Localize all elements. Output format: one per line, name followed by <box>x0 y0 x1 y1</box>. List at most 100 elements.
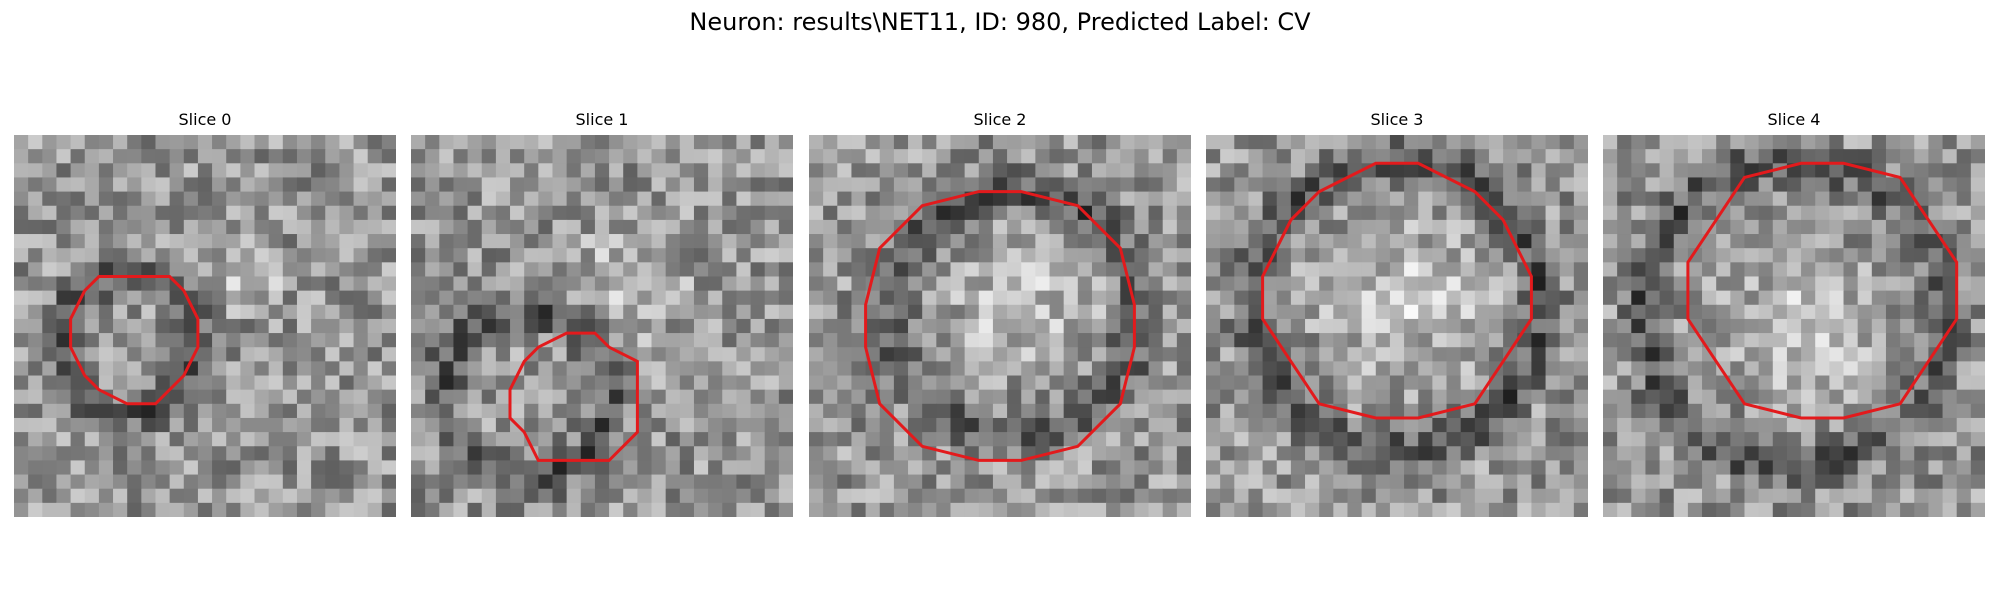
image-pixel <box>155 219 171 235</box>
image-pixel <box>56 177 72 193</box>
image-pixel <box>1148 177 1164 193</box>
image-pixel <box>1474 460 1490 476</box>
image-pixel <box>1474 502 1490 517</box>
image-pixel <box>1673 389 1689 405</box>
image-pixel <box>1829 262 1845 278</box>
image-pixel <box>1333 417 1349 433</box>
image-pixel <box>28 474 43 490</box>
image-pixel <box>992 262 1008 278</box>
image-pixel <box>311 488 326 504</box>
image-pixel <box>809 432 824 447</box>
image-pixel <box>325 460 341 476</box>
image-pixel <box>1319 375 1334 391</box>
image-pixel <box>467 290 483 306</box>
image-pixel <box>1857 417 1873 433</box>
image-pixel <box>1375 276 1391 292</box>
image-pixel <box>197 276 213 292</box>
image-pixel <box>1673 488 1689 504</box>
image-pixel <box>1007 135 1022 150</box>
image-pixel <box>1730 403 1746 419</box>
image-pixel <box>1404 205 1419 221</box>
image-pixel <box>367 219 383 235</box>
image-pixel <box>240 248 256 263</box>
image-pixel <box>665 474 681 490</box>
image-pixel <box>1049 248 1065 263</box>
image-pixel <box>1801 248 1816 263</box>
image-pixel <box>1871 262 1887 278</box>
image-pixel <box>609 262 624 278</box>
image-pixel <box>964 205 980 221</box>
image-pixel <box>1559 304 1575 320</box>
image-pixel <box>169 417 185 433</box>
image-pixel <box>1134 304 1150 320</box>
image-pixel <box>524 290 539 306</box>
image-pixel <box>1772 432 1788 447</box>
image-pixel <box>764 502 780 517</box>
image-pixel <box>226 333 241 348</box>
image-pixel <box>98 219 114 235</box>
image-pixel <box>1900 304 1915 320</box>
image-pixel <box>1730 502 1746 517</box>
image-pixel <box>893 135 909 150</box>
image-pixel <box>425 333 440 348</box>
image-pixel <box>1404 318 1419 334</box>
image-pixel <box>1049 389 1065 405</box>
image-pixel <box>524 304 539 320</box>
image-pixel <box>1942 375 1958 391</box>
image-pixel <box>98 446 114 462</box>
image-pixel <box>538 290 554 306</box>
image-pixel <box>495 361 511 377</box>
image-pixel <box>809 234 824 249</box>
image-pixel <box>70 234 86 249</box>
image-pixel <box>127 191 142 207</box>
image-pixel <box>155 163 171 179</box>
image-pixel <box>693 149 709 164</box>
image-pixel <box>42 347 58 362</box>
image-pixel <box>439 191 455 207</box>
image-pixel <box>1248 262 1264 278</box>
image-pixel <box>1007 304 1022 320</box>
image-pixel <box>1617 276 1632 292</box>
image-pixel <box>1531 163 1547 179</box>
image-pixel <box>1956 403 1972 419</box>
image-pixel <box>908 502 923 517</box>
image-pixel <box>425 347 440 362</box>
image-pixel <box>1305 403 1320 419</box>
image-pixel <box>1262 163 1278 179</box>
image-pixel <box>353 474 369 490</box>
image-pixel <box>481 248 497 263</box>
image-pixel <box>1389 403 1405 419</box>
image-pixel <box>226 417 241 433</box>
image-pixel <box>439 219 455 235</box>
image-pixel <box>1220 446 1235 462</box>
image-pixel <box>1460 488 1476 504</box>
image-pixel <box>908 234 923 249</box>
image-pixel <box>1077 234 1093 249</box>
image-pixel <box>1702 389 1717 405</box>
image-pixel <box>1432 290 1448 306</box>
image-pixel <box>453 205 469 221</box>
image-pixel <box>1503 474 1518 490</box>
image-pixel <box>282 219 298 235</box>
image-pixel <box>1730 276 1746 292</box>
image-pixel <box>809 460 824 476</box>
image-pixel <box>311 502 326 517</box>
image-pixel <box>865 205 881 221</box>
image-pixel <box>1290 333 1306 348</box>
image-pixel <box>1857 460 1873 476</box>
image-pixel <box>70 318 86 334</box>
image-pixel <box>1375 205 1391 221</box>
image-pixel <box>978 163 994 179</box>
image-pixel <box>1148 417 1164 433</box>
image-pixel <box>1305 149 1320 164</box>
image-pixel <box>1446 417 1462 433</box>
image-pixel <box>268 262 284 278</box>
image-pixel <box>1829 474 1845 490</box>
image-pixel <box>1631 290 1647 306</box>
image-pixel <box>1248 318 1264 334</box>
image-pixel <box>665 290 681 306</box>
image-pixel <box>439 333 455 348</box>
image-pixel <box>1573 474 1588 490</box>
image-pixel <box>1843 502 1859 517</box>
image-pixel <box>1276 191 1292 207</box>
